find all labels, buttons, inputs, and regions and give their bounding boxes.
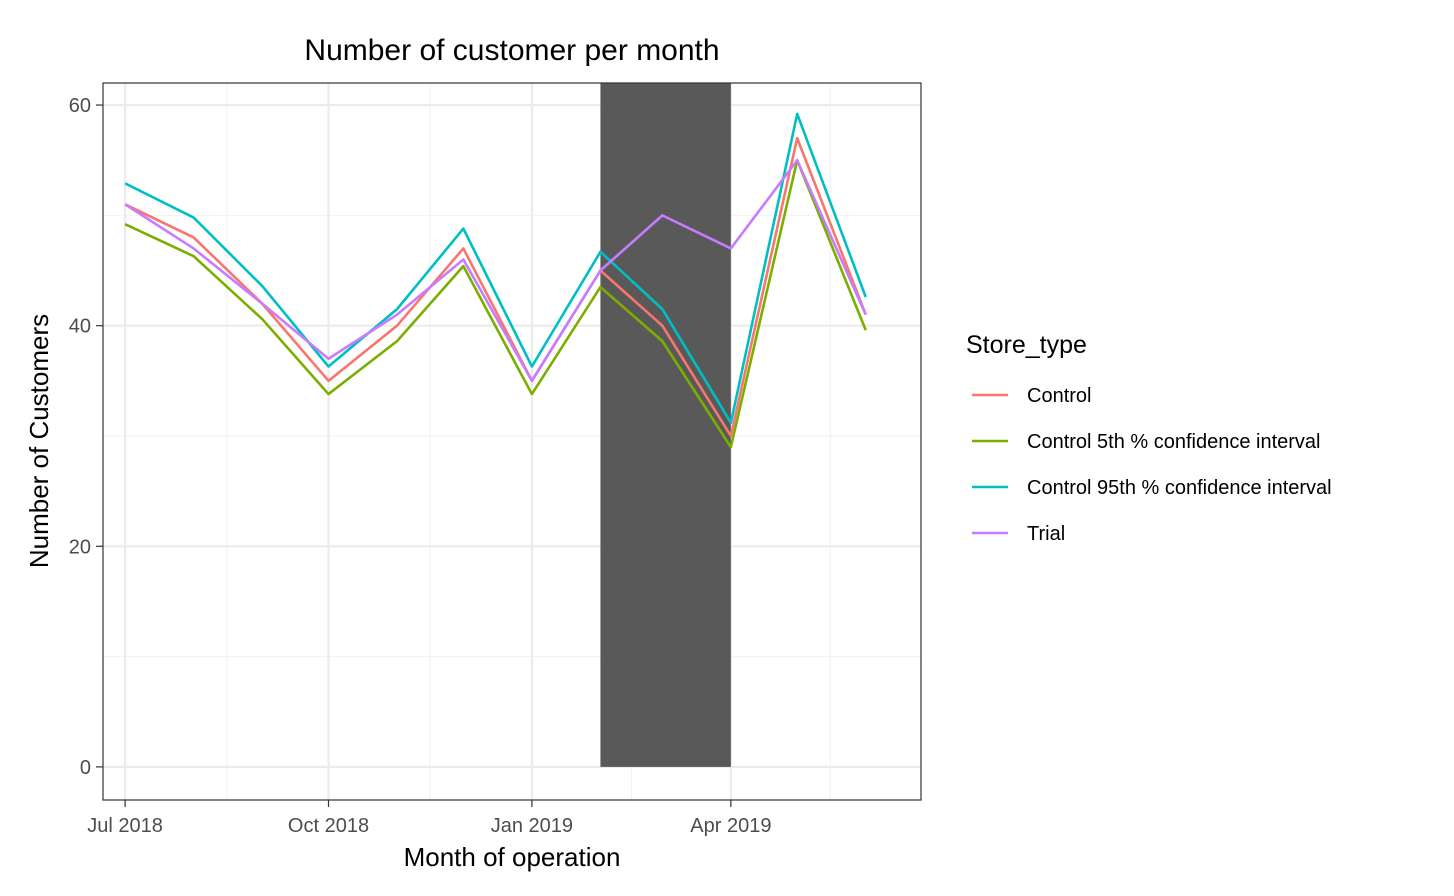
legend-label-2: Control 95th % confidence interval	[1027, 477, 1332, 499]
x-tick-label: Apr 2019	[690, 815, 771, 837]
y-tick-label: 20	[69, 536, 91, 558]
series-line-0	[124, 136, 867, 438]
legend-label-1: Control 5th % confidence interval	[1027, 431, 1321, 453]
shaded-region	[600, 83, 731, 767]
legend-label-0: Control	[1027, 385, 1091, 407]
y-tick-label: 60	[69, 95, 91, 117]
x-axis-title: Month of operation	[404, 842, 621, 872]
series-line-1	[124, 158, 867, 449]
plot-border	[102, 82, 922, 801]
shaded-region-layer	[600, 83, 731, 767]
x-tick-label: Jul 2018	[87, 815, 163, 837]
chart-title: Number of customer per month	[304, 34, 719, 67]
series-line-3	[124, 158, 867, 383]
y-tick-label: 0	[80, 757, 91, 779]
legend-label-3: Trial	[1027, 523, 1065, 545]
series-lines	[124, 112, 867, 449]
legend: Store_type Control Control 5th % confiden…	[966, 331, 1332, 545]
y-axis-title: Number of Customers	[24, 314, 54, 568]
series-line-2	[124, 112, 867, 425]
x-axis: Jul 2018 Oct 2018 Jan 2019 Apr 2019	[87, 800, 771, 837]
legend-title: Store_type	[966, 331, 1087, 359]
y-axis: 0 20 40 60	[69, 95, 103, 779]
x-tick-label: Jan 2019	[491, 815, 573, 837]
plot-background	[103, 83, 921, 800]
x-tick-label: Oct 2018	[288, 815, 369, 837]
y-tick-label: 40	[69, 316, 91, 338]
